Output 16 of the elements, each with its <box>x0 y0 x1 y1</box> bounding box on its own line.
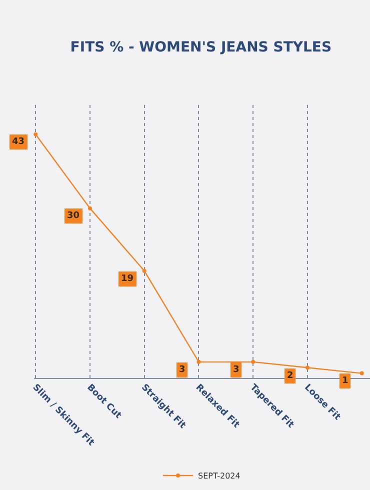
chart-title: FITS % - WOMEN'S JEANS STYLES <box>70 39 332 56</box>
data-label: 3 <box>233 365 240 375</box>
legend-label: SEPT-2024 <box>198 472 240 481</box>
point <box>34 132 38 136</box>
point <box>251 360 256 364</box>
data-label: 3 <box>179 365 186 375</box>
data-label: 43 <box>12 137 25 147</box>
point <box>88 206 92 210</box>
point <box>360 371 364 376</box>
point <box>196 360 201 364</box>
data-label: 30 <box>67 211 80 221</box>
data-label: 19 <box>121 274 134 284</box>
point <box>305 366 310 370</box>
data-label: 1 <box>342 376 348 386</box>
point <box>142 268 146 273</box>
data-label: 2 <box>287 371 294 381</box>
